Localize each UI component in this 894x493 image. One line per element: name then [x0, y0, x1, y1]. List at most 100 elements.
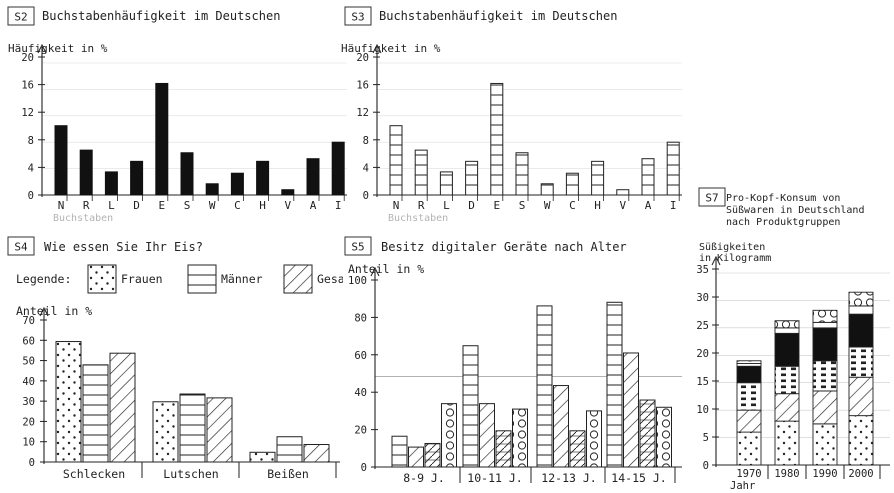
x-tick-label: E — [158, 199, 165, 212]
bar-series-4 — [512, 408, 528, 468]
x-tick-label: H — [259, 199, 266, 212]
x-tick-label: E — [493, 199, 500, 212]
x-tick-label: V — [619, 199, 626, 212]
x-tick-label: N — [58, 199, 65, 212]
chart-title: Buchstabenhäufigkeit im Deutschen — [42, 9, 280, 23]
bar-N — [389, 125, 403, 196]
x-tick-label: H — [594, 199, 601, 212]
stack-segment-6 — [736, 360, 762, 364]
bar-C — [565, 172, 579, 196]
bar-C — [230, 172, 244, 196]
bar-L — [104, 171, 118, 196]
y-tick-label: 100 — [348, 275, 367, 287]
legend-label: Legende: — [16, 272, 71, 286]
bar-männer — [276, 436, 303, 463]
bar-R — [79, 149, 93, 196]
chart-id-label: S3 — [344, 6, 372, 26]
y-tick-label: 20 — [354, 425, 367, 437]
y-tick-label: 8 — [28, 135, 34, 147]
chart-id-label: S7 — [698, 187, 726, 207]
x-tick-label: Schlecken — [63, 467, 125, 481]
x-tick-label: 12-13 J. — [541, 471, 596, 485]
x-tick-label: I — [335, 199, 342, 212]
bar-gesamt — [303, 444, 330, 463]
x-footnote: Buchstaben — [53, 213, 113, 224]
chart-s5: S5 Besitz digitaler Geräte nach Alter Ante… — [344, 236, 682, 485]
bar-E — [490, 82, 504, 196]
chart-s4: S4 Wie essen Sie Ihr Eis? Legende: Frauen Mä… — [7, 236, 383, 481]
x-tick-label: W — [209, 199, 216, 212]
y-tick-label: 40 — [354, 387, 367, 399]
y-tick-label: 4 — [28, 162, 34, 174]
chart-id-box — [7, 6, 35, 26]
legend-swatch — [187, 264, 217, 294]
bar-S — [180, 152, 194, 196]
legend-item-label: Gesa — [317, 272, 345, 286]
x-axis-title: Jahr — [730, 480, 755, 492]
x-tick-label: R — [83, 199, 90, 212]
y-tick-label: 80 — [354, 312, 367, 324]
bar-series-1 — [462, 345, 479, 468]
stack-segment-4 — [774, 332, 800, 367]
bar-R — [414, 149, 428, 196]
stack-segment-4 — [736, 365, 762, 384]
stack-segment-2 — [848, 376, 874, 417]
y-tick-label: 0 — [703, 460, 709, 472]
chart-title: Buchstabenhäufigkeit im Deutschen — [379, 9, 617, 23]
y-axis-title: Anteil in % — [348, 262, 424, 276]
stack-segment-4 — [812, 327, 838, 362]
chart-title-line: nach Produktgruppen — [726, 217, 840, 228]
x-tick-label: C — [234, 199, 241, 212]
x-tick-label: D — [133, 199, 140, 212]
y-tick-label: 10 — [696, 404, 709, 416]
chart-id-label: S5 — [344, 236, 372, 256]
stack-segment-6 — [848, 291, 874, 307]
x-tick-label: 1990 — [812, 468, 837, 480]
chart-title-line: Pro-Kopf-Konsum von — [726, 193, 840, 204]
y-tick-label: 30 — [22, 396, 35, 408]
y-tick-label: 60 — [354, 350, 367, 362]
y-tick-label: 20 — [696, 348, 709, 360]
chart-id-text: S4 — [14, 241, 28, 254]
y-axis-arrow — [711, 255, 721, 266]
bar-männer — [82, 364, 109, 463]
legend-clip — [343, 258, 383, 298]
y-tick-label: 50 — [22, 356, 35, 368]
chart-id-text: S3 — [351, 11, 364, 24]
y-axis-arrow — [370, 266, 380, 277]
x-footnote: Buchstaben — [388, 213, 448, 224]
bar-series-1 — [606, 301, 623, 468]
x-tick-label: A — [310, 199, 317, 212]
chart-id-text: S5 — [351, 241, 364, 254]
x-tick-label: 14-15 J. — [611, 471, 666, 485]
bar-D — [130, 160, 144, 196]
stack-segment-5 — [774, 327, 800, 334]
x-tick-label: C — [569, 199, 576, 212]
y-tick-label: 0 — [363, 190, 369, 202]
chart-title: Wie essen Sie Ihr Eis? — [44, 240, 203, 254]
x-tick-label: 2000 — [848, 468, 873, 480]
x-tick-label: 10-11 J. — [467, 471, 522, 485]
x-tick-label: V — [284, 199, 291, 212]
x-tick-label: W — [544, 199, 551, 212]
stack-segment-6 — [774, 320, 800, 329]
y-axis-arrow — [372, 43, 382, 54]
stack-segment-5 — [848, 305, 874, 315]
bar-series-3 — [639, 399, 656, 468]
y-axis-arrow — [39, 306, 49, 317]
bar-W — [205, 183, 219, 196]
bar-S — [515, 152, 529, 196]
bar-series-4 — [441, 403, 457, 468]
y-axis-title-line: Süßigkeiten — [699, 242, 765, 253]
x-tick-label: A — [645, 199, 652, 212]
bar-series-2 — [553, 385, 569, 468]
x-tick-label: S — [184, 199, 191, 212]
y-axis-title: Anteil in % — [16, 304, 92, 318]
x-tick-label: I — [670, 199, 677, 212]
chart-id-box — [7, 236, 35, 256]
bar-series-3 — [424, 442, 441, 468]
y-tick-label: 20 — [21, 52, 34, 64]
legend-swatch — [87, 264, 117, 294]
y-tick-label: 0 — [361, 462, 367, 474]
stack-segment-2 — [812, 390, 838, 425]
